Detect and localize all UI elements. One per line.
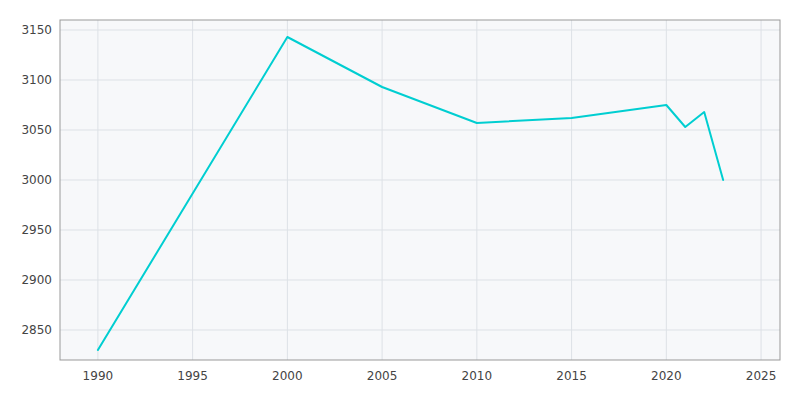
y-tick-label: 2950 — [21, 223, 52, 237]
y-grid-line — [60, 180, 780, 181]
x-grid-line — [571, 20, 572, 360]
y-grid-line — [60, 30, 780, 31]
x-tick-label: 2000 — [272, 369, 303, 383]
y-grid-line — [60, 80, 780, 81]
x-tick-label: 1990 — [83, 369, 114, 383]
y-grid-line — [60, 230, 780, 231]
y-grid-line — [60, 130, 780, 131]
x-tick-label: 1995 — [177, 369, 208, 383]
y-tick-label: 3100 — [21, 73, 52, 87]
x-tick-label: 2020 — [651, 369, 682, 383]
y-tick-label: 2850 — [21, 323, 52, 337]
x-tick-label: 2005 — [367, 369, 398, 383]
x-grid-line — [192, 20, 193, 360]
axes: 2850 2900 2950 3000 3050 3100 3150 1990 1995 2000… — [21, 23, 776, 384]
y-tick-label: 3150 — [21, 23, 52, 37]
x-tick-label: 2025 — [746, 369, 777, 383]
chart-svg: 2850 2900 2950 3000 3050 3100 3150 1990 1995 2000… — [0, 0, 800, 400]
x-grid-line — [97, 20, 98, 360]
y-tick-label: 2900 — [21, 273, 52, 287]
y-grid-line — [60, 330, 780, 331]
data-group — [98, 37, 723, 350]
data-line — [98, 37, 723, 350]
x-grid-line — [287, 20, 288, 360]
plot-background — [60, 20, 780, 360]
x-tick-label: 2010 — [462, 369, 493, 383]
x-tick-label: 2015 — [556, 369, 587, 383]
chart-container: 2850 2900 2950 3000 3050 3100 3150 1990 1995 2000… — [0, 0, 800, 400]
x-grid-line — [382, 20, 383, 360]
grid — [60, 20, 780, 360]
x-grid-line — [761, 20, 762, 360]
y-tick-label: 3000 — [21, 173, 52, 187]
y-grid-line — [60, 280, 780, 281]
x-grid-line — [476, 20, 477, 360]
x-grid-line — [666, 20, 667, 360]
y-tick-label: 3050 — [21, 123, 52, 137]
plot-frame — [60, 20, 780, 360]
